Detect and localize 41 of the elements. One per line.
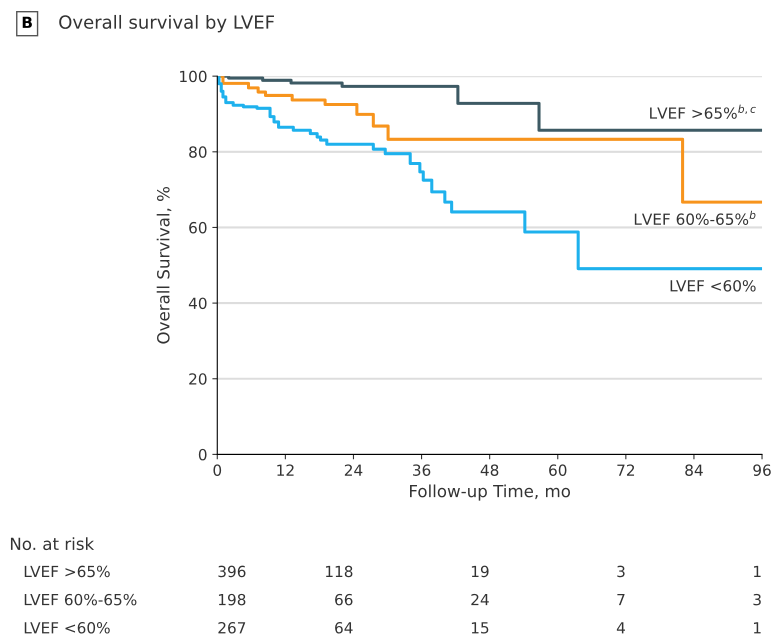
y-tick-label: 60 [189,222,207,234]
text: 66 [335,594,353,606]
y-tick-label: 0 [198,448,207,460]
text: No. at risk [10,537,94,550]
text: 64 [335,622,353,634]
y-tick-label: 40 [188,298,207,310]
text: 15 [472,622,488,634]
x-axis-title: Follow-up Time, mo [410,484,570,501]
chart-title: Overall survival by LVEF [59,14,274,32]
text: 396 [218,566,246,578]
x-tick-label: 72 [617,464,634,476]
x-tick-label: 48 [480,464,498,476]
text: 198 [218,594,246,606]
y-tick-label: 20 [189,373,207,385]
x-tick-label: 60 [549,464,566,476]
text: 3 [753,594,761,606]
x-tick-label: 12 [277,464,294,476]
text: 267 [218,622,246,634]
y-tick-label: 100 [180,70,207,82]
text: LVEF 60%-65% [24,594,136,606]
text: LVEF >65% [24,566,110,578]
series-label: LVEF 60%-65%$^{b}$ [634,210,756,225]
text: 7 [617,594,625,606]
y-tick-label: 80 [189,146,207,158]
x-tick-label: 36 [413,464,430,476]
text: 1 [754,622,761,634]
text: 24 [471,594,489,606]
text: LVEF <60% [24,622,110,634]
text: 4 [616,622,625,634]
x-tick-label: 0 [213,464,222,476]
text: 19 [472,566,489,578]
text: 1 [754,566,761,578]
x-tick-label: 96 [753,464,771,476]
series-label: LVEF <60% [670,280,756,292]
x-tick-label: 84 [685,464,703,476]
y-axis-title: Overall Survival, % [156,186,172,344]
text: 3 [617,566,625,578]
text: B [22,16,32,28]
series-label: LVEF >65%$^{b,c}$ [650,104,756,119]
x-tick-label: 24 [344,464,362,476]
text: 118 [326,566,352,578]
